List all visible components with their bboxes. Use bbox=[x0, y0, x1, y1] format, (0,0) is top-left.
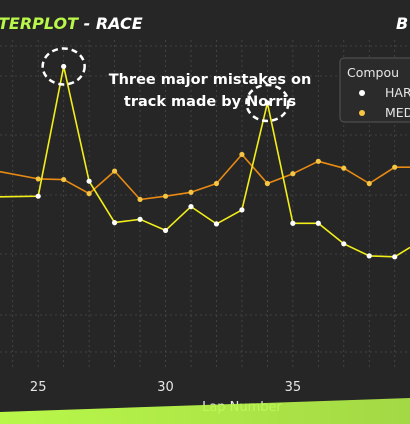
legend-label-med: MED bbox=[385, 105, 410, 120]
data-point bbox=[341, 165, 347, 171]
data-point bbox=[188, 189, 194, 195]
data-point bbox=[111, 168, 118, 174]
data-point bbox=[264, 180, 270, 187]
legend-box bbox=[339, 57, 410, 123]
legend-title: Compou bbox=[347, 65, 399, 80]
mistake-highlight-circle bbox=[245, 83, 290, 123]
data-point bbox=[239, 207, 245, 213]
data-point bbox=[162, 227, 169, 234]
data-point bbox=[366, 180, 372, 187]
data-point bbox=[35, 193, 41, 199]
data-markers bbox=[35, 63, 398, 260]
data-point bbox=[86, 178, 92, 184]
x-axis-ticks: 25 30 35 bbox=[30, 380, 301, 395]
data-point bbox=[35, 176, 41, 182]
chart-title-rest: - RACE bbox=[78, 14, 143, 33]
mistake-highlight-circle bbox=[41, 47, 86, 86]
data-point bbox=[392, 164, 398, 170]
data-point bbox=[392, 254, 398, 260]
data-point bbox=[366, 253, 372, 259]
data-point bbox=[315, 158, 321, 164]
data-point bbox=[290, 171, 296, 177]
data-point bbox=[213, 221, 220, 227]
data-point bbox=[137, 216, 143, 222]
data-point bbox=[213, 180, 220, 187]
legend: Compou HAR MED bbox=[339, 57, 410, 123]
legend-marker-har bbox=[359, 90, 365, 96]
series-line-medium bbox=[0, 153, 410, 201]
data-point bbox=[188, 204, 194, 210]
grid-lines bbox=[0, 40, 410, 370]
data-point bbox=[239, 151, 245, 158]
x-tick-label: 35 bbox=[285, 380, 302, 395]
chart-title-accent: TERPLOT bbox=[0, 14, 79, 33]
data-point bbox=[61, 63, 67, 70]
mistake-highlights bbox=[41, 47, 290, 123]
data-point bbox=[111, 220, 118, 226]
annotation-line-1: Three major mistakes on bbox=[109, 72, 312, 88]
chart-title-right: B bbox=[396, 14, 408, 33]
bottom-accent-stripe bbox=[0, 398, 410, 424]
data-point bbox=[341, 241, 347, 247]
data-point bbox=[264, 100, 270, 106]
chart-title: TERPLOT - RACE bbox=[0, 14, 143, 33]
legend-label-har: HAR bbox=[385, 85, 410, 100]
annotation-line-2: track made by Norris bbox=[124, 94, 296, 110]
data-point bbox=[315, 220, 321, 226]
data-point bbox=[61, 176, 67, 183]
legend-marker-med bbox=[359, 110, 365, 116]
x-tick-label: 30 bbox=[157, 380, 174, 395]
data-point bbox=[86, 190, 92, 197]
x-tick-label: 25 bbox=[30, 380, 47, 395]
data-point bbox=[290, 220, 296, 226]
data-point bbox=[162, 193, 169, 199]
data-point bbox=[137, 196, 143, 203]
